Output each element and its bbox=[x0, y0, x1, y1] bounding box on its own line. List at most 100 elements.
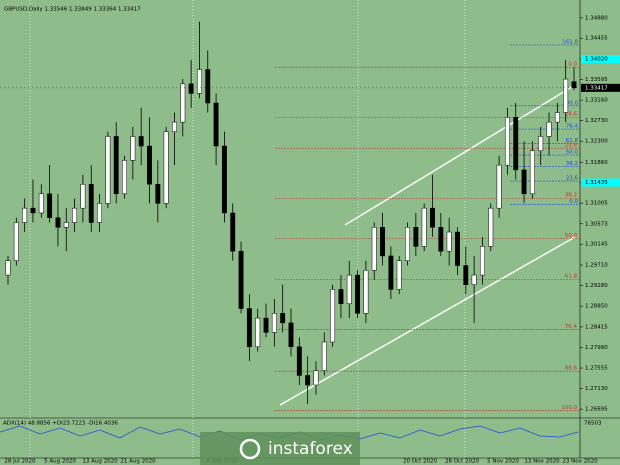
candle-body bbox=[130, 136, 136, 161]
y-tick-label: 1.31435 bbox=[585, 180, 608, 186]
y-tick-label: 1.34455 bbox=[585, 36, 608, 42]
y-tick-label: 1.30573 bbox=[585, 221, 608, 227]
fib-label: 100.0 bbox=[562, 100, 578, 106]
candle-body bbox=[296, 346, 302, 376]
channel-lower bbox=[279, 236, 576, 406]
watermark-logo bbox=[239, 438, 261, 460]
candle-body bbox=[13, 222, 19, 261]
y-tick-label: 1.27130 bbox=[585, 386, 608, 392]
candle-body bbox=[455, 231, 460, 266]
candle-body bbox=[205, 69, 211, 104]
y-tick-label: 1.29280 bbox=[585, 283, 608, 289]
candle-body bbox=[155, 184, 161, 204]
y-tick-label: 1.30145 bbox=[585, 242, 608, 248]
candle-body bbox=[355, 274, 361, 314]
tick-highlight bbox=[581, 55, 620, 64]
y-tick-label: 1.26695 bbox=[585, 407, 608, 413]
fib-label: 38.2 bbox=[565, 193, 577, 199]
candle-body bbox=[504, 117, 510, 166]
candle-body bbox=[30, 207, 36, 214]
current-price-box bbox=[581, 83, 620, 92]
candle-body bbox=[147, 145, 152, 185]
y-tick-label: 1.28850 bbox=[585, 304, 608, 310]
watermark: instaforex bbox=[200, 432, 360, 465]
y-tick-label: 1.34020 bbox=[585, 57, 608, 63]
candle-body bbox=[338, 289, 344, 305]
watermark-text: instaforex bbox=[268, 439, 353, 459]
fib-label: 38.2 bbox=[566, 161, 578, 167]
candle-body bbox=[105, 136, 111, 204]
fib-label: 0.0 bbox=[569, 199, 578, 205]
y-tick-label: 1.32300 bbox=[585, 139, 608, 145]
x-tick-label: 13 Aug 2020 bbox=[82, 459, 118, 465]
x-tick-label: 5 Nov 2020 bbox=[487, 459, 519, 465]
candle-body bbox=[413, 227, 419, 247]
x-tick-label: 28 Jul 2020 bbox=[4, 459, 36, 465]
x-tick-label: 23 Nov 2020 bbox=[562, 459, 598, 465]
fib-label: 100.0 bbox=[561, 405, 577, 411]
candle-body bbox=[163, 131, 169, 204]
candle-body bbox=[221, 145, 227, 214]
candle-body bbox=[488, 207, 494, 247]
candle-body bbox=[88, 184, 94, 223]
candle-body bbox=[188, 83, 194, 94]
candle-body bbox=[72, 207, 78, 223]
candle-body bbox=[288, 322, 294, 348]
candle-body bbox=[446, 231, 452, 252]
fib-label: 23.6 bbox=[565, 143, 578, 149]
watermark-box bbox=[200, 432, 360, 465]
candle-body bbox=[180, 83, 186, 123]
fib-label: 14.6 bbox=[565, 112, 578, 118]
channel-upper bbox=[344, 84, 576, 226]
fib-label: 61.8 bbox=[566, 138, 579, 144]
y-tick-label: 1.28415 bbox=[585, 324, 608, 330]
y-tick-label: 1.32730 bbox=[585, 118, 608, 124]
candle-body bbox=[471, 274, 477, 285]
candle-body bbox=[571, 81, 577, 89]
tick-highlight bbox=[581, 178, 620, 187]
y-tick-label: 1.31005 bbox=[585, 201, 608, 207]
candle-body bbox=[63, 222, 69, 228]
candle-body bbox=[430, 207, 435, 228]
candle-body bbox=[305, 375, 311, 386]
x-tick-label: 28 Oct 2020 bbox=[445, 459, 480, 465]
candle-body bbox=[280, 313, 286, 324]
candle-body bbox=[538, 136, 544, 152]
candle-body bbox=[546, 121, 552, 137]
candle-body bbox=[521, 169, 527, 195]
candle-body bbox=[313, 370, 319, 386]
x-tick-label: 20 Oct 2020 bbox=[403, 459, 438, 465]
candle-body bbox=[421, 207, 427, 247]
candle-body bbox=[271, 313, 277, 333]
fib-label: 50.0 bbox=[566, 150, 579, 156]
fib-label: 88.6 bbox=[565, 366, 578, 372]
x-tick-label: 21 Aug 2020 bbox=[120, 459, 156, 465]
candle-body bbox=[97, 203, 103, 223]
candle-body bbox=[213, 102, 219, 147]
vertical-grid bbox=[29, 0, 466, 458]
candle-body bbox=[5, 260, 11, 276]
candle-body bbox=[196, 69, 202, 94]
candle-body bbox=[138, 136, 144, 147]
candle-body bbox=[22, 207, 28, 223]
x-tick-label: 5 Aug 2020 bbox=[44, 459, 76, 465]
candle-body bbox=[321, 341, 327, 371]
candle-body bbox=[238, 250, 244, 309]
indicator-label: ADX(14) 48.8856 +DI23.7223 -DI16.4036 bbox=[3, 421, 118, 427]
candle-body bbox=[172, 121, 177, 132]
fib-label: 50.0 bbox=[565, 233, 578, 239]
fib-label: 76.4 bbox=[565, 324, 578, 330]
x-tick-label: 13 Nov 2020 bbox=[524, 459, 560, 465]
candle-body bbox=[371, 227, 377, 271]
candle-body bbox=[554, 112, 560, 123]
y-tick-label: 1.27980 bbox=[585, 345, 608, 351]
y-tick-label: 1.33595 bbox=[585, 77, 608, 83]
candle-body bbox=[113, 136, 119, 195]
candle-body bbox=[563, 78, 569, 113]
candle-body bbox=[346, 274, 352, 305]
candle-body bbox=[496, 164, 502, 209]
y-tick-label: 1.31860 bbox=[585, 160, 608, 166]
